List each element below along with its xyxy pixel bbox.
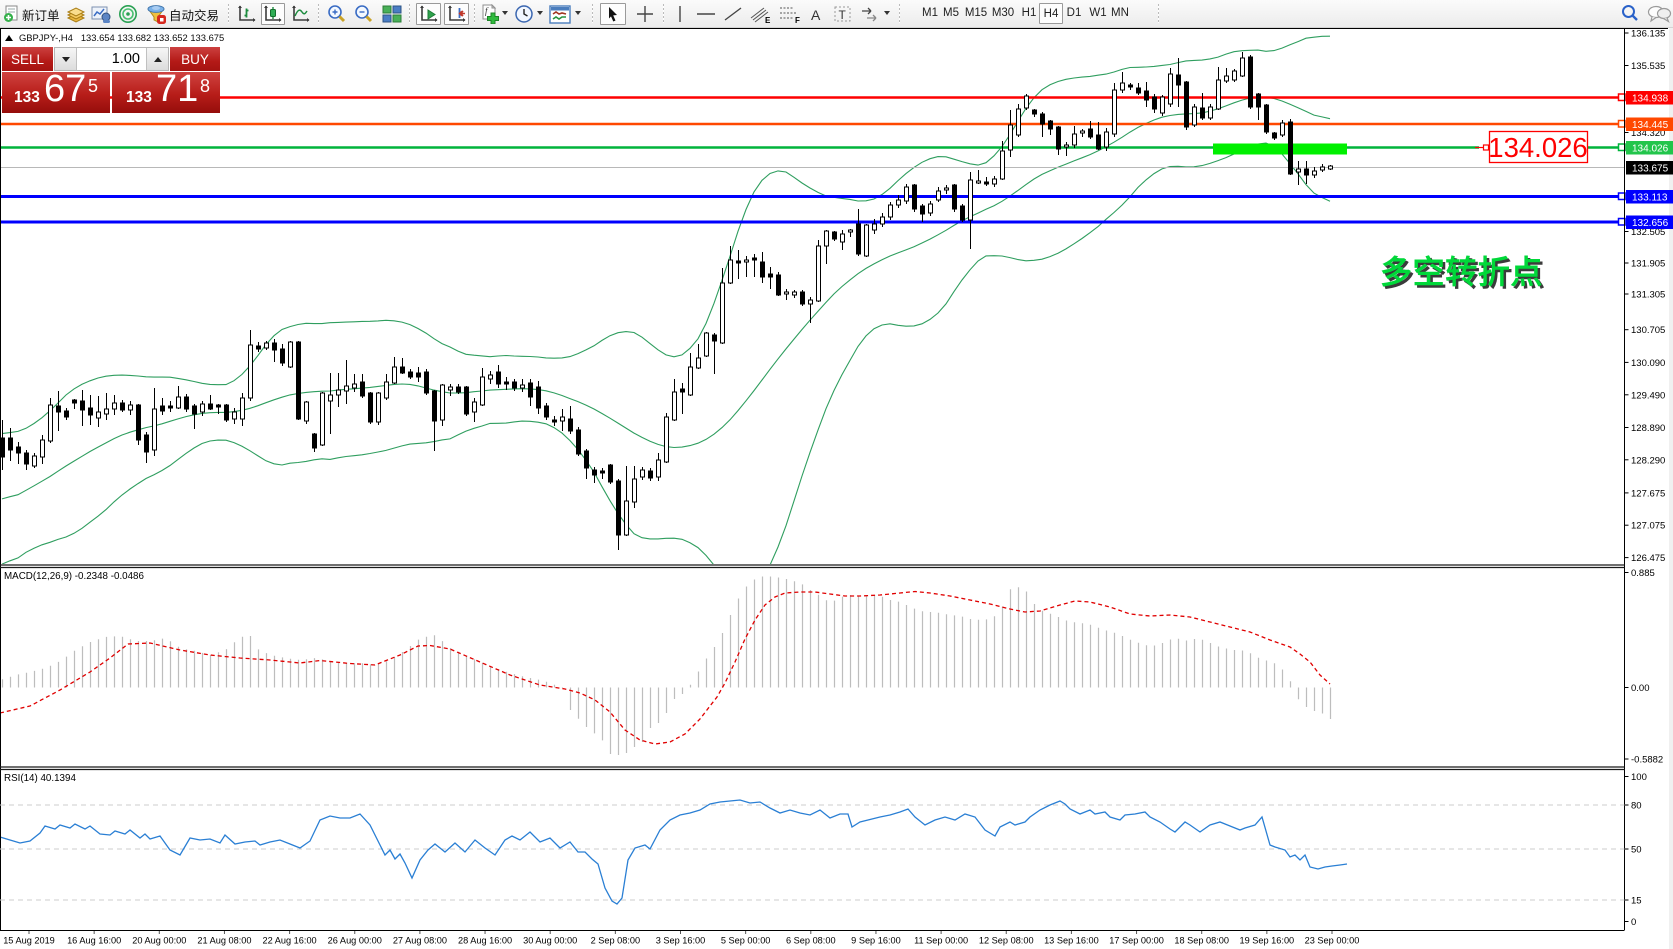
svg-text:15: 15	[1631, 896, 1642, 907]
svg-text:15 Aug 2019: 15 Aug 2019	[3, 936, 55, 946]
svg-text:F: F	[795, 16, 800, 24]
svg-text:13 Sep 16:00: 13 Sep 16:00	[1044, 936, 1099, 946]
svg-text:131.305: 131.305	[1631, 290, 1665, 301]
svg-text:127.075: 127.075	[1631, 521, 1665, 532]
svg-text:20 Aug 00:00: 20 Aug 00:00	[132, 936, 186, 946]
svg-text:128.290: 128.290	[1631, 455, 1665, 466]
svg-text:133.113: 133.113	[1632, 193, 1668, 204]
svg-text:132.505: 132.505	[1631, 227, 1665, 238]
svg-text:9 Sep 16:00: 9 Sep 16:00	[851, 936, 901, 946]
svg-text:0.00: 0.00	[1631, 683, 1650, 694]
svg-text:T: T	[838, 8, 846, 22]
svg-text:0: 0	[1631, 917, 1636, 928]
svg-text:127.675: 127.675	[1631, 488, 1665, 499]
svg-text:134.445: 134.445	[1632, 120, 1669, 131]
svg-text:80: 80	[1631, 801, 1642, 812]
svg-text:E: E	[765, 16, 771, 24]
svg-text:16 Aug 16:00: 16 Aug 16:00	[67, 936, 121, 946]
svg-text:136.135: 136.135	[1631, 29, 1665, 40]
svg-text:134.026: 134.026	[1632, 144, 1669, 155]
svg-text:22 Aug 16:00: 22 Aug 16:00	[263, 936, 317, 946]
svg-text:19 Sep 16:00: 19 Sep 16:00	[1240, 936, 1295, 946]
svg-text:18 Sep 08:00: 18 Sep 08:00	[1174, 936, 1229, 946]
svg-text:28 Aug 16:00: 28 Aug 16:00	[458, 936, 512, 946]
svg-text:100: 100	[1631, 772, 1647, 783]
svg-text:5 Sep 00:00: 5 Sep 00:00	[721, 936, 771, 946]
svg-text:26 Aug 00:00: 26 Aug 00:00	[328, 936, 382, 946]
svg-text:RSI(14) 40.1394: RSI(14) 40.1394	[4, 773, 76, 784]
svg-text:130.090: 130.090	[1631, 358, 1665, 369]
svg-text:多空转折点: 多空转折点	[1380, 254, 1543, 290]
svg-text:130.705: 130.705	[1631, 325, 1665, 336]
svg-text:134.026: 134.026	[1488, 132, 1587, 163]
svg-text:6 Sep 08:00: 6 Sep 08:00	[786, 936, 836, 946]
svg-text:21 Aug 08:00: 21 Aug 08:00	[197, 936, 251, 946]
svg-text:0.885: 0.885	[1631, 568, 1655, 579]
svg-text:17 Sep 00:00: 17 Sep 00:00	[1109, 936, 1164, 946]
svg-text:30 Aug 00:00: 30 Aug 00:00	[523, 936, 577, 946]
svg-text:3 Sep 16:00: 3 Sep 16:00	[656, 936, 706, 946]
svg-text:12 Sep 08:00: 12 Sep 08:00	[979, 936, 1034, 946]
svg-text:2 Sep 08:00: 2 Sep 08:00	[591, 936, 641, 946]
svg-text:134.938: 134.938	[1632, 94, 1669, 105]
svg-text:27 Aug 08:00: 27 Aug 08:00	[393, 936, 447, 946]
svg-text:128.890: 128.890	[1631, 423, 1665, 434]
svg-text:132.656: 132.656	[1632, 218, 1669, 229]
svg-text:126.475: 126.475	[1631, 553, 1665, 564]
svg-text:11 Sep 00:00: 11 Sep 00:00	[914, 936, 968, 946]
svg-text:133.675: 133.675	[1632, 164, 1669, 175]
svg-text:23 Sep 00:00: 23 Sep 00:00	[1305, 936, 1360, 946]
svg-text:MACD(12,26,9) -0.2348 -0.0486: MACD(12,26,9) -0.2348 -0.0486	[4, 571, 145, 582]
svg-text:135.535: 135.535	[1631, 61, 1665, 72]
svg-text:134.320: 134.320	[1631, 128, 1665, 139]
svg-text:f: f	[485, 6, 489, 16]
svg-text:A: A	[811, 7, 821, 23]
svg-text:131.905: 131.905	[1631, 259, 1665, 270]
svg-text:50: 50	[1631, 845, 1642, 856]
svg-text:129.490: 129.490	[1631, 390, 1665, 401]
svg-text:-0.5882: -0.5882	[1631, 755, 1663, 766]
